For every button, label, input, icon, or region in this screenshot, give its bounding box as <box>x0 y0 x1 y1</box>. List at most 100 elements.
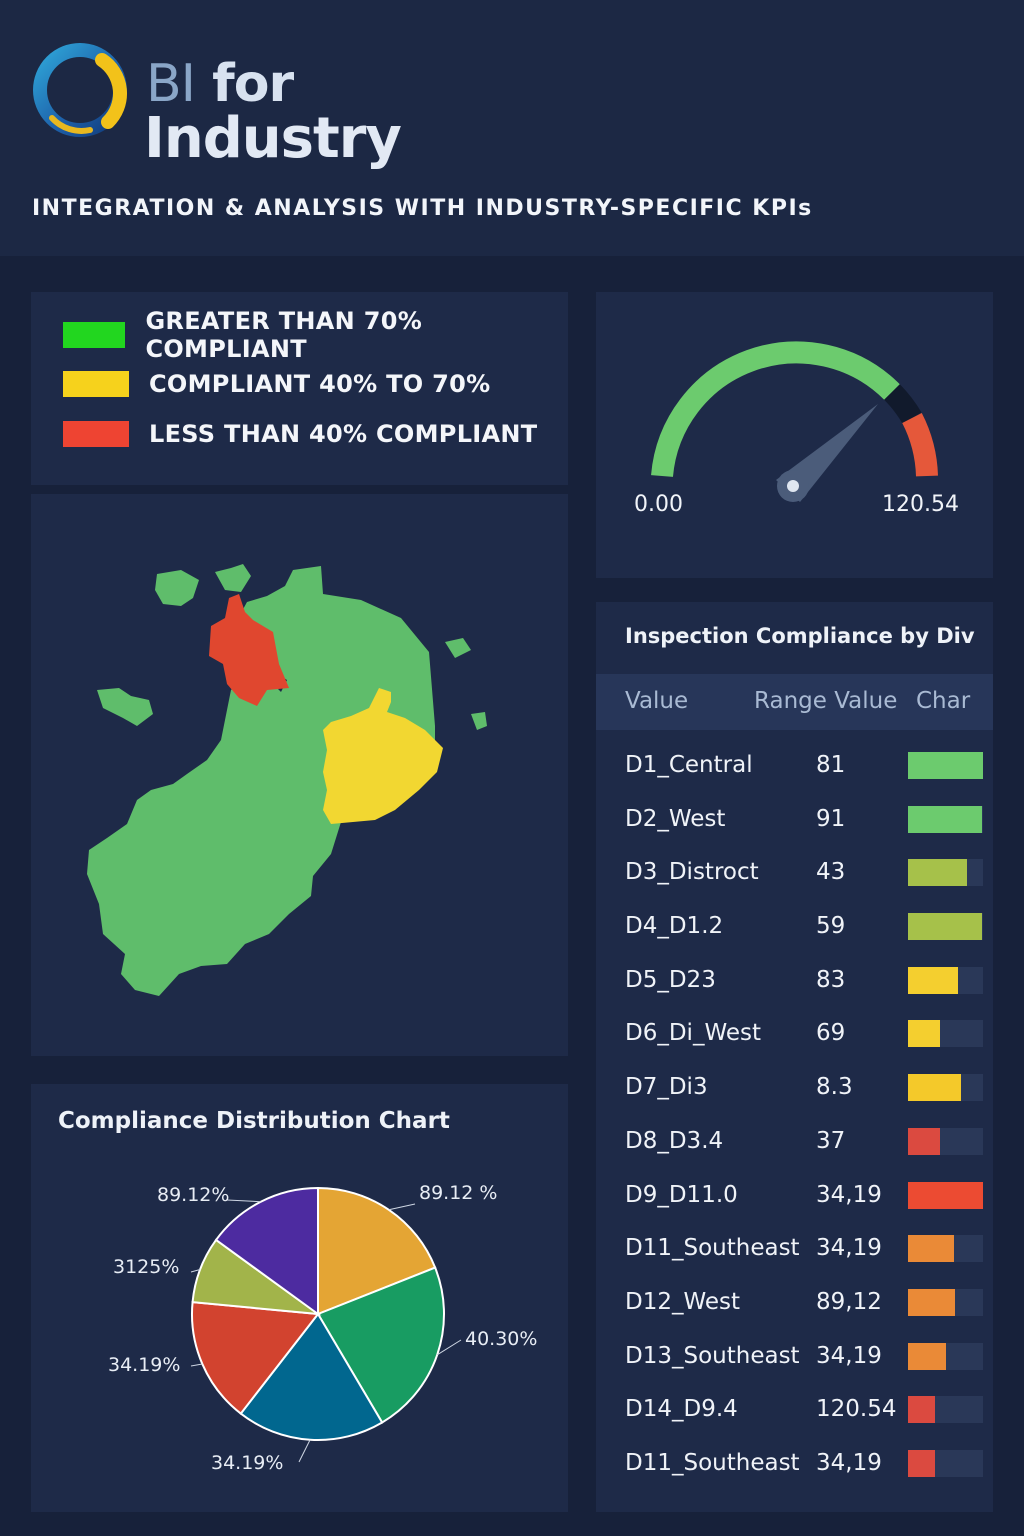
map-region-yellow[interactable] <box>323 688 443 824</box>
row-bar-fill <box>908 1181 983 1209</box>
pie-slice-label: 89.12 % <box>419 1182 498 1204</box>
table-row[interactable]: D2_West 91 <box>596 792 993 846</box>
map-region-red[interactable] <box>209 594 289 706</box>
table-row[interactable]: D4_D1.2 59 <box>596 899 993 953</box>
brand-bi: BI <box>146 54 196 114</box>
gauge-arc-gap <box>883 384 922 424</box>
row-range-value: 43 <box>816 859 846 886</box>
table-row[interactable]: D11_Southeast 34,19 <box>596 1436 993 1490</box>
row-bar-fill <box>908 913 982 941</box>
gauge-panel: 0.00 120.54 <box>596 292 993 578</box>
row-range-value: 34,19 <box>816 1235 882 1262</box>
row-bar-track <box>908 752 983 779</box>
row-bar-fill <box>908 1127 941 1155</box>
pie-slice[interactable] <box>317 1186 437 1316</box>
table-row[interactable]: D11_Southeast 34,19 <box>596 1221 993 1275</box>
inspection-table-panel: Inspection Compliance by Div Value Range… <box>596 602 993 1512</box>
legend-item-high: GREATER THAN 70% COMPLIANT <box>63 307 568 363</box>
brand-title-line2: Industry <box>144 106 402 171</box>
col-header-range[interactable]: Range Value <box>754 688 898 714</box>
compliance-map <box>87 564 487 996</box>
row-bar-track <box>908 1074 983 1102</box>
pie-panel: Compliance Distribution Chart 89.12 % 40.… <box>31 1084 568 1512</box>
row-range-value: 59 <box>816 913 846 940</box>
pie-slice-label: 3125% <box>113 1256 180 1278</box>
row-bar-track <box>908 1181 983 1209</box>
pie-slice-label: 89.12% <box>157 1184 230 1206</box>
row-bar-track <box>908 913 983 941</box>
row-range-value: 37 <box>816 1127 846 1154</box>
row-division: D5_D23 <box>625 966 716 993</box>
pie-slice[interactable] <box>239 1312 384 1441</box>
map-region-island-1[interactable] <box>155 570 199 606</box>
row-range-value: 69 <box>816 1020 846 1047</box>
map-region-green-main[interactable] <box>87 566 435 996</box>
row-division: D2_West <box>625 805 726 832</box>
map-region-island-5[interactable] <box>471 712 487 730</box>
map-region-island-2[interactable] <box>215 564 251 592</box>
legend-swatch-high <box>63 322 126 348</box>
table-row[interactable]: D9_D11.0 34,19 <box>596 1168 993 1222</box>
row-division: D9_D11.0 <box>625 1181 738 1208</box>
table-title: Inspection Compliance by Div <box>625 624 975 648</box>
gauge-arc-bad <box>902 412 938 477</box>
table-row[interactable]: D8_D3.4 37 <box>596 1114 993 1168</box>
table-row[interactable]: D1_Central 81 <box>596 738 993 792</box>
table-row[interactable]: D12_West 89,12 <box>596 1275 993 1329</box>
pie-leader-line <box>388 1203 416 1211</box>
pie-slice-label: 34.19% <box>108 1354 181 1376</box>
logo-ring-icon <box>33 43 127 137</box>
table-header: Value Range Value Char <box>596 674 993 730</box>
row-bar-fill <box>908 1020 941 1048</box>
row-bar-track <box>908 1342 983 1370</box>
row-bar-fill <box>908 859 967 887</box>
map-region-island-4[interactable] <box>445 638 471 658</box>
table-row[interactable]: D3_Distroct 43 <box>596 845 993 899</box>
pie-leader-line <box>298 1439 311 1463</box>
gauge-arc-good <box>651 341 900 478</box>
compliance-gauge <box>651 341 938 502</box>
row-bar-fill <box>908 1396 935 1424</box>
row-division: D11_Southeast <box>625 1235 800 1262</box>
table-row[interactable]: D7_Di3 8.3 <box>596 1060 993 1114</box>
row-division: D6_Di_West <box>625 1020 761 1047</box>
pie-leader-line <box>226 1199 261 1203</box>
row-bar-fill <box>908 1235 954 1263</box>
row-bar-track <box>908 1396 983 1424</box>
row-bar-track <box>908 805 983 833</box>
gauge-max-label: 120.54 <box>882 492 959 517</box>
table-row[interactable]: D5_D23 83 <box>596 953 993 1007</box>
col-header-value[interactable]: Value <box>625 688 689 714</box>
brand-for: for <box>212 54 294 114</box>
table-row[interactable]: D6_Di_West 69 <box>596 1006 993 1060</box>
row-bar-track <box>908 1020 983 1048</box>
header: BI for Industry INTEGRATION & ANALYSIS W… <box>0 0 1024 256</box>
row-division: D7_Di3 <box>625 1074 708 1101</box>
legend-panel: GREATER THAN 70% COMPLIANT COMPLIANT 40%… <box>31 292 568 485</box>
gauge-min-label: 0.00 <box>634 492 683 517</box>
row-bar-fill <box>908 1288 956 1316</box>
pie-slice-label: 40.30% <box>465 1328 538 1350</box>
pie-slice[interactable] <box>214 1186 319 1316</box>
map-region-island-3[interactable] <box>97 688 153 726</box>
table-row[interactable]: D13_Southeast 34,19 <box>596 1329 993 1383</box>
row-bar-fill <box>908 1342 947 1370</box>
row-division: D8_D3.4 <box>625 1127 724 1154</box>
col-header-chart[interactable]: Char <box>916 688 971 714</box>
row-division: D13_Southeast <box>625 1342 800 1369</box>
row-bar-track <box>908 1127 983 1155</box>
pie-slice-label: 34.19% <box>211 1452 284 1474</box>
row-bar-track <box>908 1288 983 1316</box>
legend-item-mid: COMPLIANT 40% TO 70% <box>63 369 490 399</box>
row-division: D11_Southeast <box>625 1449 800 1476</box>
row-range-value: 91 <box>816 805 846 832</box>
row-bar-track <box>908 859 983 887</box>
legend-item-low: LESS THAN 40% COMPLIANT <box>63 419 537 449</box>
pie-leader-line <box>190 1268 201 1273</box>
table-body: D1_Central 81 D2_West 91 D3_Distroct 43 D4_D1.… <box>596 738 993 1490</box>
pie-title: Compliance Distribution Chart <box>58 1108 450 1134</box>
table-row[interactable]: D14_D9.4 120.54 <box>596 1382 993 1436</box>
row-range-value: 34,19 <box>816 1181 882 1208</box>
row-bar-track <box>908 966 983 994</box>
brand-title-line1: BI for <box>146 54 294 114</box>
